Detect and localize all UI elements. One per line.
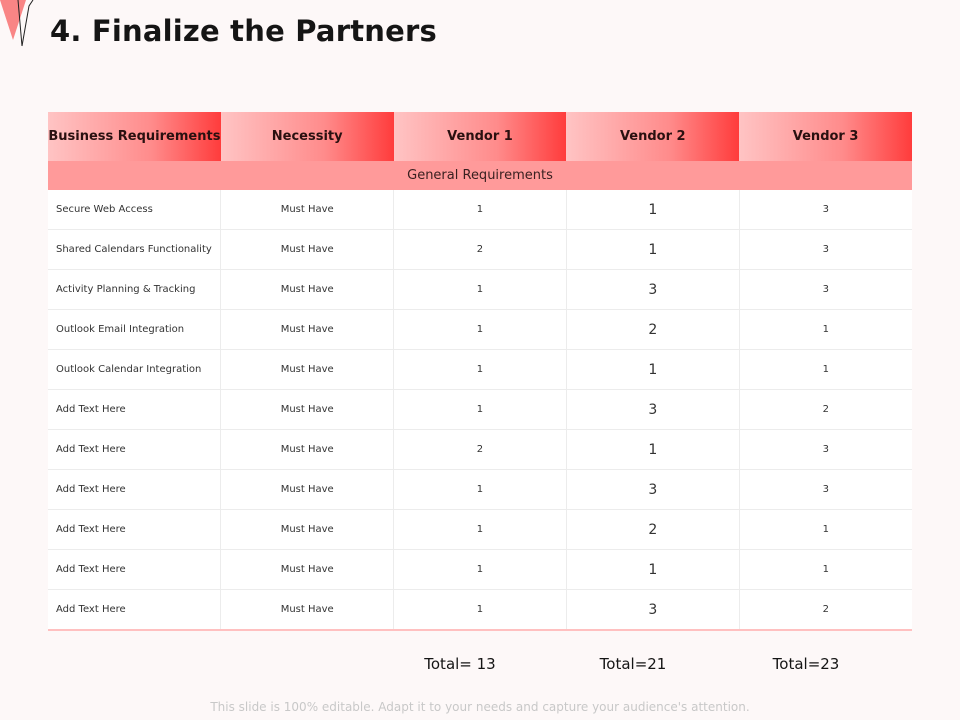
vendor-1-cell: 1 [393, 389, 567, 430]
vendor-3-cell: 3 [739, 229, 912, 270]
column-header: Vendor 1 [393, 112, 567, 161]
necessity-cell: Must Have [220, 469, 395, 510]
requirement-cell: Outlook Email Integration [48, 309, 222, 350]
table-row: Add Text Here Must Have 2 1 3 [48, 429, 912, 470]
necessity-cell: Must Have [220, 229, 395, 270]
vendor-3-cell: 1 [739, 549, 912, 590]
vendor-3-cell: 2 [739, 389, 912, 430]
vendor-2-cell: 3 [566, 589, 740, 631]
vendor-3-cell: 2 [739, 589, 912, 631]
table-row: Secure Web Access Must Have 1 1 3 [48, 190, 912, 230]
vendor-2-cell: 1 [566, 190, 740, 230]
vendor-2-cell: 2 [566, 509, 740, 550]
corner-red-triangle [0, 0, 26, 40]
vendor-2-cell: 2 [566, 309, 740, 350]
vendor-1-cell: 2 [393, 429, 567, 470]
vendor-1-cell: 1 [393, 509, 567, 550]
total-vendor-1: Total= 13 [424, 655, 496, 673]
table-row: Add Text Here Must Have 1 3 3 [48, 469, 912, 510]
vendor-3-cell: 1 [739, 509, 912, 550]
necessity-cell: Must Have [220, 389, 395, 430]
requirement-cell: Add Text Here [48, 429, 222, 470]
page-title: 4. Finalize the Partners [50, 14, 437, 48]
table-row: Add Text Here Must Have 1 3 2 [48, 389, 912, 430]
table-header-row: Business Requirements Necessity Vendor 1… [48, 112, 912, 161]
table-row: Shared Calendars Functionality Must Have 2… [48, 229, 912, 270]
necessity-cell: Must Have [220, 429, 395, 470]
vendor-2-cell: 3 [566, 469, 740, 510]
column-header: Necessity [220, 112, 394, 161]
column-header: Business Requirements [48, 112, 221, 161]
requirement-cell: Add Text Here [48, 509, 222, 550]
table-row: Add Text Here Must Have 1 1 1 [48, 549, 912, 590]
vendor-1-cell: 1 [393, 469, 567, 510]
requirement-cell: Add Text Here [48, 469, 222, 510]
vendor-2-cell: 3 [566, 389, 740, 430]
corner-decoration-icon [0, 0, 34, 47]
requirements-table: Business Requirements Necessity Vendor 1… [48, 112, 912, 631]
requirement-cell: Outlook Calendar Integration [48, 349, 222, 390]
vendor-2-cell: 1 [566, 229, 740, 270]
necessity-cell: Must Have [220, 309, 395, 350]
table-row: Activity Planning & Tracking Must Have 1 3 3 [48, 269, 912, 310]
necessity-cell: Must Have [220, 349, 395, 390]
vendor-3-cell: 3 [739, 190, 912, 230]
section-label: General Requirements [48, 161, 912, 190]
total-vendor-3: Total=23 [772, 655, 840, 673]
table-row: Add Text Here Must Have 1 2 1 [48, 509, 912, 550]
vendor-3-cell: 1 [739, 309, 912, 350]
vendor-1-cell: 2 [393, 229, 567, 270]
vendor-2-cell: 1 [566, 429, 740, 470]
vendor-3-cell: 3 [739, 469, 912, 510]
table-body: Secure Web Access Must Have 1 1 3 Shared Cale… [48, 190, 912, 631]
section-row: General Requirements [48, 161, 912, 190]
table-row: Add Text Here Must Have 1 3 2 [48, 589, 912, 631]
vendor-1-cell: 1 [393, 190, 567, 230]
vendor-3-cell: 3 [739, 429, 912, 470]
requirement-cell: Add Text Here [48, 589, 222, 631]
necessity-cell: Must Have [220, 509, 395, 550]
requirement-cell: Secure Web Access [48, 190, 222, 230]
necessity-cell: Must Have [220, 269, 395, 310]
footer-note: This slide is 100% editable. Adapt it to… [210, 700, 750, 714]
corner-line [21, 0, 34, 47]
vendor-2-cell: 1 [566, 549, 740, 590]
vendor-1-cell: 1 [393, 549, 567, 590]
vendor-3-cell: 3 [739, 269, 912, 310]
vendor-1-cell: 1 [393, 269, 567, 310]
corner-line-2 [17, 0, 23, 47]
necessity-cell: Must Have [220, 190, 395, 230]
vendor-1-cell: 1 [393, 309, 567, 350]
necessity-cell: Must Have [220, 589, 395, 631]
column-header: Vendor 2 [566, 112, 740, 161]
table-row: Outlook Calendar Integration Must Have 1 1 1 [48, 349, 912, 390]
column-header: Vendor 3 [739, 112, 912, 161]
vendor-1-cell: 1 [393, 349, 567, 390]
vendor-2-cell: 1 [566, 349, 740, 390]
requirement-cell: Activity Planning & Tracking [48, 269, 222, 310]
vendor-1-cell: 1 [393, 589, 567, 631]
requirement-cell: Shared Calendars Functionality [48, 229, 222, 270]
requirement-cell: Add Text Here [48, 549, 222, 590]
vendor-3-cell: 1 [739, 349, 912, 390]
total-vendor-2: Total=21 [599, 655, 667, 673]
necessity-cell: Must Have [220, 549, 395, 590]
vendor-2-cell: 3 [566, 269, 740, 310]
requirement-cell: Add Text Here [48, 389, 222, 430]
table-row: Outlook Email Integration Must Have 1 2 1 [48, 309, 912, 350]
